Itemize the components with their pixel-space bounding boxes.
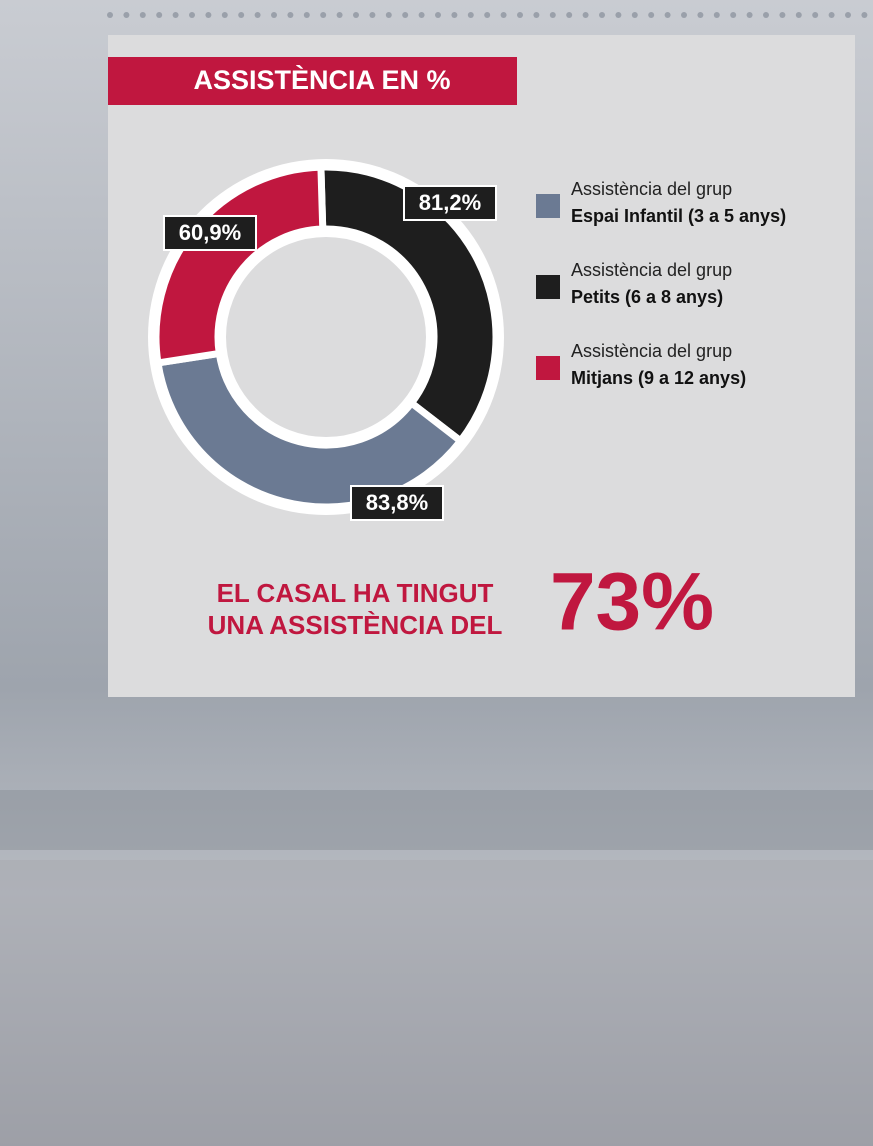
dot [221,12,228,18]
dot [533,12,540,18]
dot [139,12,146,18]
dot [549,12,556,18]
dot [451,12,458,18]
donut-hole [218,229,434,445]
dot [107,12,113,18]
label-box [350,485,444,521]
dot [746,12,753,18]
dot [763,12,769,18]
dot [238,12,245,18]
dot [353,12,359,18]
legend-prefix: Assistència del grup [571,260,732,280]
legend-prefix: Assistència del grup [571,179,732,199]
dot [861,12,868,18]
dot [385,12,392,18]
dot [713,12,720,18]
dot [156,12,163,18]
dot [484,12,491,18]
ground [0,860,873,1146]
legend-prefix: Assistència del grup [571,341,732,361]
dot [582,12,589,18]
dot [812,12,819,18]
fence [0,790,873,850]
dot [189,12,195,18]
legend-swatch [536,356,560,380]
dot [779,12,786,18]
data-label: 81,2% [419,190,481,215]
dot [172,12,179,18]
data-label: 83,8% [366,490,428,515]
dot [435,12,441,18]
dot [681,12,687,18]
dot [123,12,130,18]
dot [320,12,327,18]
dot [664,12,671,18]
dot [467,12,474,18]
dot [795,12,802,18]
dot [418,12,425,18]
summary-line: UNA ASSISTÈNCIA DEL [208,610,503,640]
dot [336,12,343,18]
dot [730,12,737,18]
dot [828,12,835,18]
label-box [403,185,497,221]
dot [517,12,523,18]
summary-line: EL CASAL HA TINGUT [217,578,494,608]
data-label: 60,9% [179,220,241,245]
donut: 81,2% 83,8% 60,9% [152,163,500,521]
title-bar [108,57,517,105]
dot [287,12,294,18]
dot [303,12,310,18]
dot [271,12,277,18]
dot [615,12,622,18]
dot-row [107,12,868,18]
dot [254,12,261,18]
legend-swatch [536,194,560,218]
legend-label: Mitjans (9 a 12 anys) [571,368,746,388]
dot [599,12,605,18]
legend-label: Petits (6 a 8 anys) [571,287,723,307]
highlight: 73% [550,557,714,648]
dot [205,12,212,18]
dot [402,12,409,18]
chart-title: ASSISTÈNCIA EN % [193,64,450,95]
legend-label: Espai Infantil (3 a 5 anys) [571,206,786,226]
dot [631,12,638,18]
dot [566,12,573,18]
dot [845,12,851,18]
label-box [163,215,257,251]
dot [500,12,507,18]
legend-swatch [536,275,560,299]
dot [369,12,376,18]
dot [697,12,704,18]
dot [648,12,655,18]
